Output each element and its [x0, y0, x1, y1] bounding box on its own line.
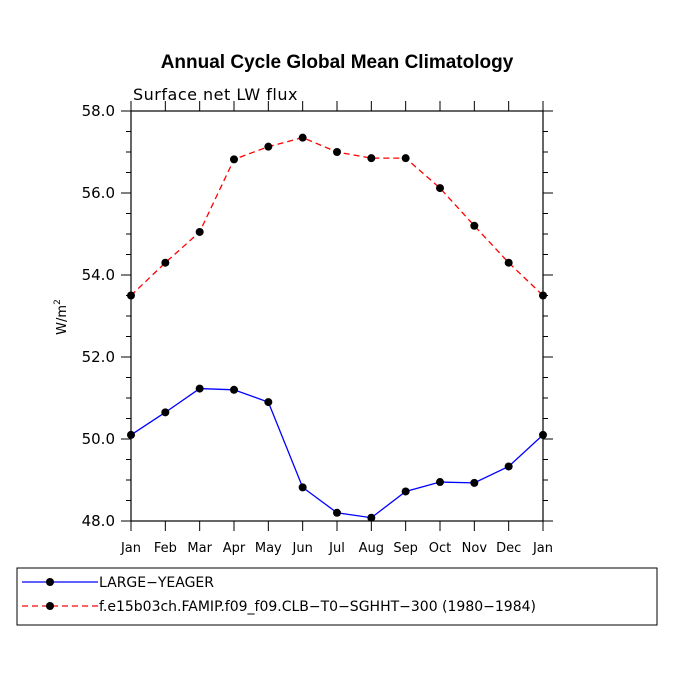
- data-point: [367, 154, 376, 163]
- y-tick-label: 52.0: [82, 348, 115, 366]
- data-point: [539, 291, 547, 300]
- data-point: [230, 155, 238, 164]
- data-point: [333, 508, 341, 517]
- data-point: [264, 142, 273, 151]
- x-tick-label: Jan: [532, 541, 553, 556]
- x-tick-label: Feb: [154, 541, 177, 556]
- x-tick-label: Aug: [359, 541, 384, 556]
- legend-label-1: f.e15b03ch.FAMIP.f09_f09.CLB−T0−SGHHT−30…: [99, 599, 536, 615]
- x-tick-label: Mar: [187, 541, 212, 556]
- chart-title: Annual Cycle Global Mean Climatology: [161, 52, 514, 73]
- data-point: [127, 430, 135, 439]
- data-point: [298, 483, 307, 492]
- data-point: [367, 513, 376, 522]
- y-axis-label-superscript: 2: [53, 299, 63, 305]
- data-point: [436, 478, 444, 487]
- x-tick-label: Jul: [328, 541, 345, 556]
- axes: 48.0 50.0 52.0 54.0 56.0 58.0 Jan Feb Mar Apr May J…: [82, 101, 553, 556]
- x-tick-label: Jun: [292, 541, 313, 556]
- y-tick-label: 50.0: [82, 430, 115, 448]
- plot-frame: [130, 110, 544, 522]
- data-point: [401, 487, 410, 496]
- legend-marker: [46, 602, 54, 610]
- y-tick-label: 54.0: [82, 266, 115, 284]
- x-tick-label: Apr: [223, 541, 246, 556]
- data-point: [298, 133, 307, 142]
- data-point: [504, 462, 513, 471]
- y-tick-label: 48.0: [82, 512, 115, 530]
- legend: LARGE−YEAGER f.e15b03ch.FAMIP.f09_f09.CLB…: [16, 567, 658, 626]
- data-point: [539, 430, 547, 439]
- data-point: [230, 385, 238, 394]
- data-point: [470, 221, 479, 230]
- chart-subtitle: Surface net LW flux: [133, 85, 298, 104]
- y-axis-label-text: W/m: [55, 305, 70, 335]
- x-tick-label: Oct: [429, 541, 451, 556]
- data-point: [504, 258, 513, 267]
- y-tick-label: 56.0: [82, 184, 115, 202]
- series-line-0: [130, 387, 544, 519]
- data-point: [127, 291, 135, 300]
- data-point: [161, 258, 170, 267]
- x-tick-label: Jan: [120, 541, 141, 556]
- x-tick-label: Sep: [393, 541, 418, 556]
- series-group: [127, 133, 547, 522]
- data-point: [401, 154, 410, 163]
- data-point: [161, 408, 170, 417]
- legend-label-0: LARGE−YEAGER: [99, 575, 214, 591]
- data-point: [195, 384, 204, 393]
- data-point: [333, 148, 341, 156]
- data-point: [470, 478, 479, 487]
- y-tick-label: 58.0: [82, 102, 115, 120]
- data-point: [264, 398, 273, 407]
- x-tick-label: May: [255, 541, 282, 556]
- x-tick-label: Nov: [462, 541, 488, 556]
- data-point: [436, 184, 444, 193]
- legend-marker: [46, 578, 54, 586]
- data-point: [195, 227, 204, 236]
- y-axis-label: W/m2: [53, 299, 70, 335]
- series-line-1: [130, 136, 544, 296]
- x-tick-label: Dec: [496, 541, 521, 556]
- legend-box: [16, 567, 658, 626]
